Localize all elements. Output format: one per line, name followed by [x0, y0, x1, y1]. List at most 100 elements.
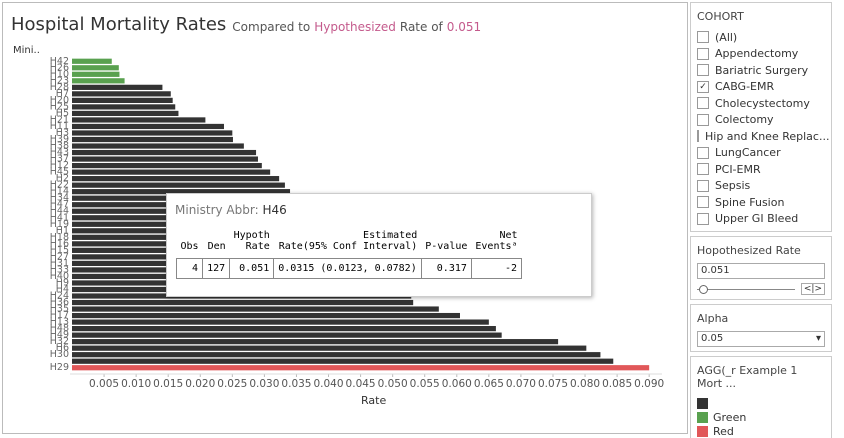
- y-tick-label: H9: [56, 277, 69, 288]
- bar: [72, 78, 125, 84]
- alpha-value: 0.05: [701, 333, 724, 344]
- x-tick-label: 0.080: [570, 378, 600, 390]
- x-tick-label: 0.050: [378, 378, 408, 390]
- y-tick-label: H28: [50, 82, 69, 93]
- y-tick-label: H42: [50, 56, 69, 67]
- tooltip-table: Obs Den Hypoth Rate Estimated Rate(95% Conf…: [175, 230, 523, 279]
- cell: 0.0315 (0.0123, 0.0782): [273, 258, 422, 279]
- checkbox-item[interactable]: (All): [697, 29, 825, 46]
- y-tick-label: H43: [50, 147, 69, 158]
- checkbox-label: (All): [715, 30, 738, 44]
- subtitle-part: 0.051: [447, 20, 481, 34]
- tooltip-value: H46: [262, 203, 287, 217]
- y-tick-label: H18: [50, 232, 69, 243]
- checkbox-item[interactable]: Spine Fusion: [697, 194, 825, 211]
- x-tick-label: 0.020: [185, 378, 215, 390]
- checkbox-item[interactable]: Sepsis: [697, 178, 825, 195]
- parameter-title: Hopothesized Rate: [697, 244, 801, 257]
- tooltip: Ministry Abbr: H46 Obs Den Hypoth Rate Esti…: [166, 193, 592, 297]
- y-tick-label: H35: [50, 304, 69, 315]
- bar: [72, 345, 587, 351]
- alpha-dropdown[interactable]: 0.05 ▾: [697, 331, 825, 347]
- sidebar: COHORT (All) Appendectomy Bariatric Surgery…: [690, 2, 832, 438]
- bar: [72, 189, 291, 195]
- subtitle-part: Rate of: [400, 20, 444, 34]
- y-tick-label: H11: [50, 121, 69, 132]
- y-tick-label: H17: [50, 310, 69, 321]
- legend-swatch: [697, 425, 708, 437]
- y-tick-label: H37: [50, 154, 69, 165]
- bar: [72, 326, 496, 332]
- bar: [72, 130, 233, 136]
- bar: [72, 352, 601, 358]
- y-tick-label: H24: [50, 291, 69, 302]
- y-tick-label: H32: [50, 336, 69, 347]
- cell: 4: [175, 258, 204, 279]
- y-axis-label[interactable]: Mini..: [13, 45, 40, 56]
- checkbox-label: Sepsis: [715, 179, 751, 193]
- column-header: Estimated Rate(95% Conf Interval): [278, 230, 418, 252]
- bar: [72, 332, 502, 338]
- checkbox-label: PCI-EMR: [715, 162, 761, 176]
- rate-input[interactable]: 0.051: [697, 263, 825, 279]
- alpha-parameter: Alpha 0.05 ▾: [690, 304, 832, 352]
- legend-item: Green: [697, 410, 825, 424]
- checkbox-label: CABG-EMR: [715, 80, 775, 94]
- slider[interactable]: <|>: [697, 283, 825, 295]
- checkbox-label: Bariatric Surgery: [715, 63, 809, 77]
- bar: [72, 176, 280, 182]
- y-tick-label: H5: [56, 108, 69, 119]
- bar: [72, 358, 614, 364]
- checkbox-item[interactable]: Bariatric Surgery: [697, 62, 825, 79]
- checkbox-item[interactable]: PCI-EMR: [697, 161, 825, 178]
- y-tick-label: H22: [50, 180, 69, 191]
- checkbox-item[interactable]: Cholecystectomy: [697, 95, 825, 112]
- legend-swatch: [697, 397, 708, 409]
- checkbox-item[interactable]: LungCancer: [697, 145, 825, 162]
- x-axis-label[interactable]: Rate: [361, 394, 386, 407]
- y-tick-label: H30: [50, 349, 69, 360]
- checkbox-item[interactable]: Hip and Knee Replac...: [697, 128, 829, 145]
- bar: [72, 143, 244, 149]
- bar: [72, 84, 163, 90]
- x-tick-label: 0.075: [538, 378, 568, 390]
- x-tick-label: 0.045: [346, 378, 376, 390]
- bar: [72, 71, 120, 77]
- x-tick-label: 0.085: [602, 378, 632, 390]
- tooltip-key-label: Ministry Abbr:: [175, 203, 259, 217]
- bar: [72, 162, 262, 169]
- y-tick-label: H12: [50, 160, 69, 171]
- x-tick-label: 0.040: [313, 378, 343, 390]
- y-tick-label: H36: [50, 297, 69, 308]
- checkbox-item[interactable]: ✓ CABG-EMR: [697, 79, 825, 96]
- bar: [72, 58, 112, 64]
- x-tick-label: 0.015: [153, 378, 183, 390]
- bar: [72, 149, 257, 156]
- checkbox: [697, 146, 709, 159]
- checkbox-item[interactable]: Upper GI Bleed: [697, 211, 825, 228]
- cohort-filter: COHORT (All) Appendectomy Bariatric Surgery…: [690, 2, 832, 232]
- checkbox-label: Hip and Knee Replac...: [705, 129, 830, 143]
- chart-panel: Hospital Mortality Rates Compared to Hypo…: [2, 2, 688, 434]
- legend-item: [697, 396, 825, 410]
- checkbox-label: Upper GI Bleed: [715, 212, 799, 226]
- checkbox-item[interactable]: Colectomy: [697, 112, 825, 129]
- x-tick-label: 0.030: [249, 378, 279, 390]
- checkbox: [697, 212, 709, 225]
- bar: [72, 169, 271, 175]
- column-header: Obs: [180, 241, 199, 252]
- x-tick-label: 0.060: [442, 378, 472, 390]
- checkbox-item[interactable]: Appendectomy: [697, 46, 825, 63]
- tooltip-key: Ministry Abbr: H46: [175, 203, 287, 217]
- checkbox-label: Appendectomy: [715, 47, 799, 61]
- bar: [72, 319, 489, 325]
- x-tick-label: 0.090: [634, 378, 664, 390]
- y-tick-label: H34: [50, 193, 69, 204]
- checkbox: [697, 113, 709, 126]
- bar: [72, 182, 285, 188]
- y-tick-label: H25: [50, 101, 69, 112]
- y-tick-label: H39: [50, 134, 69, 145]
- chart-title: Hospital Mortality Rates: [11, 14, 226, 35]
- checkbox: [697, 97, 709, 110]
- bar: [72, 104, 176, 110]
